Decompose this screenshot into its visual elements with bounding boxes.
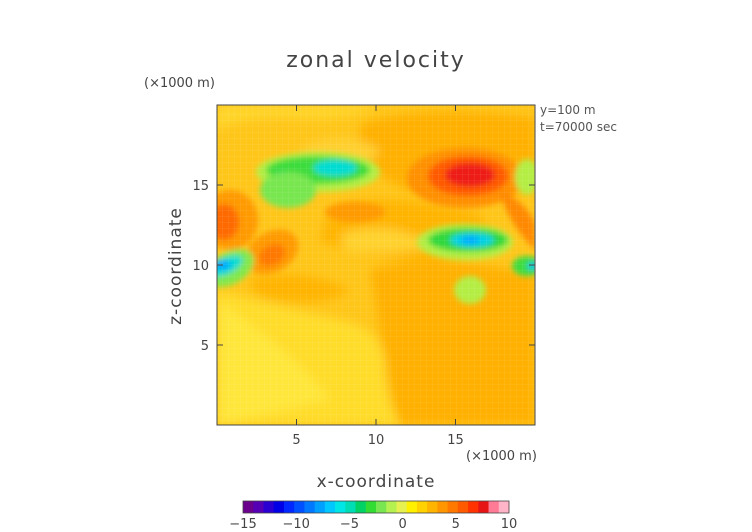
colorbar-swatch	[437, 501, 449, 513]
colorbar-swatch	[498, 501, 510, 513]
y-scale-label: (×1000 m)	[144, 76, 215, 91]
y-tick-label: 15	[192, 179, 209, 194]
annotation-time: t=70000 sec	[540, 120, 617, 134]
colorbar-swatch	[457, 501, 469, 513]
x-axis-label: x-coordinate	[316, 472, 436, 492]
colorbar-tick-label: 5	[452, 517, 460, 532]
colorbar-frame	[242, 500, 510, 514]
colorbar-swatch	[263, 501, 275, 513]
y-tick-label: 10	[192, 259, 209, 274]
colorbar-swatch	[283, 501, 295, 513]
colorbar-swatch	[345, 501, 356, 513]
colorbar-swatch	[243, 501, 254, 513]
colorbar-swatch	[376, 501, 387, 513]
colorbar-swatch	[468, 501, 479, 513]
colorbar-tick-label: 0	[398, 517, 406, 532]
colorbar-swatch	[406, 501, 418, 513]
colorbar-swatch	[273, 501, 285, 513]
contour-field	[217, 105, 535, 425]
y-tick-label: 5	[201, 339, 209, 354]
colorbar-swatch	[386, 501, 397, 513]
x-tick-label: 10	[368, 433, 385, 448]
colorbar-swatch	[304, 501, 316, 513]
chart-title: zonal velocity	[286, 48, 466, 73]
colorbar-swatch	[253, 501, 264, 513]
x-scale-label: (×1000 m)	[466, 449, 537, 464]
colorbar-tick-label: 10	[501, 517, 518, 532]
colorbar-tick-label: −10	[282, 517, 309, 532]
colorbar-swatch	[294, 501, 305, 513]
annotation-y-level: y=100 m	[540, 103, 596, 117]
colorbar-swatch	[365, 501, 377, 513]
colorbar-swatch	[488, 501, 500, 513]
colorbar: −15 −10 −5 0 5 10	[229, 500, 518, 532]
colorbar-swatch	[478, 501, 489, 513]
colorbar-swatch	[427, 501, 438, 513]
colorbar-swatch	[314, 501, 326, 513]
grid-overlay	[217, 105, 535, 425]
x-tick-label: 15	[447, 433, 464, 448]
colorbar-swatch	[335, 501, 346, 513]
colorbar-swatch	[447, 501, 459, 513]
colorbar-swatch	[324, 501, 336, 513]
x-tick-label: 5	[292, 433, 300, 448]
colorbar-swatch	[396, 501, 408, 513]
colorbar-tick-label: −5	[340, 517, 359, 532]
axes: 5 10 15 5 10 15	[192, 105, 535, 448]
colorbar-tick-label: −15	[229, 517, 256, 532]
colorbar-swatch	[355, 501, 367, 513]
colorbar-swatch	[416, 501, 428, 513]
